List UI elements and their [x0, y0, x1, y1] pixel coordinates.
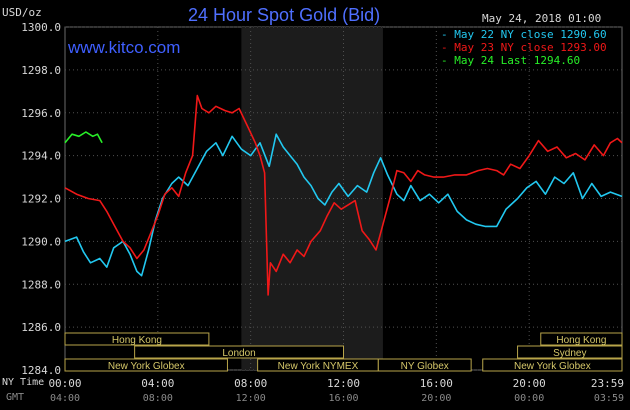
- legend-swatch: -: [441, 28, 448, 41]
- session-bar: [377, 358, 472, 372]
- y-axis-unit: USD/oz: [2, 6, 42, 19]
- timestamp: May 24, 2018 01:00: [482, 12, 602, 25]
- x-tick-label-ny: 00:00: [48, 377, 81, 390]
- x-tick-label-ny: 20:00: [513, 377, 546, 390]
- legend-item-may22: - May 22 NY close 1290.60: [441, 28, 607, 41]
- session-label: New York NYMEX: [278, 361, 359, 372]
- chart-title: 24 Hour Spot Gold (Bid): [188, 5, 381, 25]
- y-tick-label: 1286.0: [21, 321, 61, 334]
- x-tick-label-gmt: 16:00: [328, 393, 358, 404]
- y-tick-label: 1300.0: [21, 21, 61, 34]
- y-tick-label: 1292.0: [21, 193, 61, 206]
- session-label: London: [222, 348, 255, 359]
- session-bar: [134, 345, 344, 359]
- gmt-label: GMT: [6, 392, 25, 403]
- series-line-1: [64, 133, 623, 277]
- website-link[interactable]: www.kitco.com: [68, 38, 181, 57]
- session-bar: [64, 358, 228, 372]
- legend-swatch: -: [441, 41, 448, 54]
- x-tick-label-ny: 04:00: [141, 377, 174, 390]
- series-line-3: [64, 131, 103, 144]
- x-tick-label-ny: 12:00: [327, 377, 360, 390]
- x-tick-label-gmt: 20:00: [421, 393, 451, 404]
- session-bar: [540, 332, 623, 346]
- legend-label: May 23 NY close 1293.00: [454, 41, 607, 54]
- session-label: NY Globex: [401, 361, 449, 372]
- session-label: Sydney: [553, 348, 586, 359]
- y-tick-label: 1296.0: [21, 107, 61, 120]
- x-tick-label-gmt: 04:00: [50, 393, 80, 404]
- legend-item-may23: - May 23 NY close 1293.00: [441, 41, 607, 54]
- y-axis-ticks: 1284.0 1286.0 1288.0 1290.0 1292.0 1294.0 1296…: [21, 21, 61, 377]
- y-tick-label: 1288.0: [21, 278, 61, 291]
- x-tick-label-ny: 16:00: [420, 377, 453, 390]
- legend-label: May 22 NY close 1290.60: [454, 28, 607, 41]
- ny-time-label: NY Time: [2, 377, 45, 388]
- y-tick-label: 1284.0: [21, 364, 61, 377]
- session-bar: [64, 332, 210, 346]
- x-tick-label-gmt: 12:00: [236, 393, 266, 404]
- session-label: New York Globex: [108, 361, 185, 372]
- legend-label: May 24 Last 1294.60: [454, 54, 581, 67]
- y-tick-label: 1290.0: [21, 235, 61, 248]
- legend-item-may24: - May 24 Last 1294.60: [441, 54, 580, 67]
- x-tick-label-ny: 23:59: [591, 377, 624, 390]
- session-bar: [482, 358, 623, 372]
- session-label: Hong Kong: [112, 335, 162, 346]
- legend-swatch: -: [441, 54, 448, 67]
- x-tick-label-gmt: 00:00: [514, 393, 544, 404]
- session-bars: Hong Kong London New York Globex New York N…: [64, 332, 623, 372]
- x-axis-ticks: 00:00 04:00 04:00 08:00 08:00 12:00 12:00 16:00…: [48, 377, 624, 404]
- x-tick-label-gmt: 08:00: [143, 393, 173, 404]
- x-tick-label-ny: 08:00: [234, 377, 267, 390]
- series-layer: [64, 94, 623, 296]
- y-tick-label: 1294.0: [21, 150, 61, 163]
- session-label: Hong Kong: [556, 335, 606, 346]
- session-bar: [517, 345, 623, 359]
- x-tick-label-gmt: 03:59: [594, 393, 624, 404]
- series-line-2: [64, 94, 623, 296]
- y-tick-label: 1298.0: [21, 64, 61, 77]
- session-label: New York Globex: [514, 361, 591, 372]
